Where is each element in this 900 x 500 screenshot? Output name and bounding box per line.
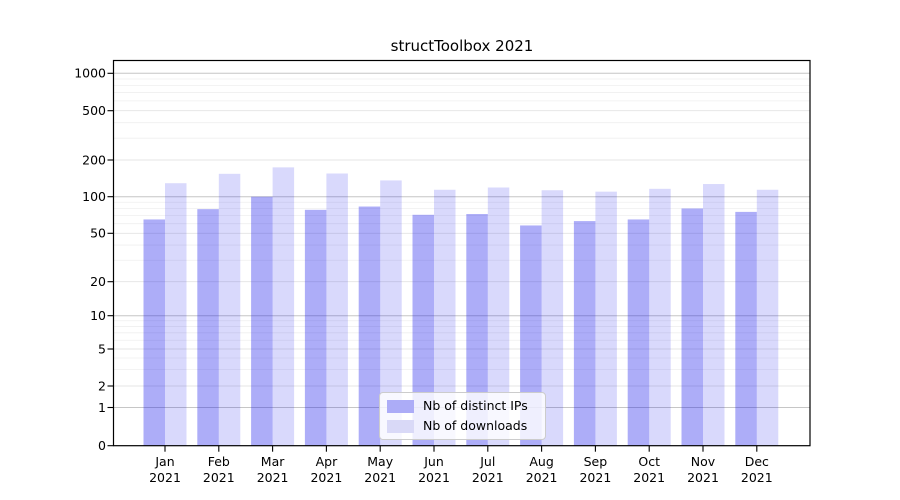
x-tick-label-month-aug: Aug xyxy=(529,454,553,469)
bar-downloads-jan xyxy=(165,183,187,446)
bar-downloads-oct xyxy=(649,188,671,446)
chart-title: structToolbox 2021 xyxy=(391,37,534,55)
bar-distinct-ips-jun xyxy=(412,214,434,446)
bar-downloads-may xyxy=(380,180,402,446)
x-tick-label-year-may: 2021 xyxy=(364,470,396,485)
x-tick-label-month-jul: Jul xyxy=(479,454,495,469)
bar-downloads-jul xyxy=(487,187,510,446)
y-tick-label-5: 5 xyxy=(98,341,106,356)
y-tick-label-200: 200 xyxy=(82,152,106,167)
legend-label-downloads: Nb of downloads xyxy=(423,418,528,433)
x-tick-label-year-apr: 2021 xyxy=(310,470,342,485)
bar-downloads-dec xyxy=(756,189,779,446)
legend-swatch-distinct-ips xyxy=(387,399,414,413)
bar-downloads-mar xyxy=(272,167,295,446)
x-tick-label-year-mar: 2021 xyxy=(257,470,289,485)
bar-downloads-jun xyxy=(434,189,456,446)
x-tick-label-month-mar: Mar xyxy=(261,454,285,469)
x-tick-label-year-oct: 2021 xyxy=(633,470,665,485)
x-tick-label-year-jun: 2021 xyxy=(418,470,450,485)
bar-distinct-ips-mar xyxy=(251,196,273,446)
y-tick-label-1000: 1000 xyxy=(74,66,106,81)
bar-downloads-feb xyxy=(218,173,241,446)
x-tick-label-year-dec: 2021 xyxy=(741,470,773,485)
y-tick-label-100: 100 xyxy=(82,189,106,204)
bar-distinct-ips-jul xyxy=(466,214,488,446)
axes-group: 01251020501002005001000Jan2021Feb2021Mar… xyxy=(74,66,773,485)
x-tick-label-year-aug: 2021 xyxy=(526,470,558,485)
x-tick-label-year-nov: 2021 xyxy=(687,470,719,485)
x-tick-label-month-oct: Oct xyxy=(638,454,660,469)
legend-item-downloads: Nb of downloads xyxy=(387,417,537,435)
legend-swatch-downloads xyxy=(387,419,414,433)
bar-downloads-apr xyxy=(326,173,348,446)
y-tick-label-50: 50 xyxy=(90,226,106,241)
bar-distinct-ips-nov xyxy=(681,208,703,446)
bar-downloads-nov xyxy=(703,184,725,446)
bars-group xyxy=(143,167,779,446)
x-tick-label-month-may: May xyxy=(367,454,393,469)
x-tick-label-month-jun: Jun xyxy=(423,454,444,469)
x-tick-label-month-jan: Jan xyxy=(154,454,174,469)
x-tick-label-month-sep: Sep xyxy=(584,454,608,469)
bar-distinct-ips-aug xyxy=(520,225,542,446)
bar-downloads-sep xyxy=(595,191,617,446)
bar-distinct-ips-feb xyxy=(197,209,219,446)
x-tick-label-year-jul: 2021 xyxy=(472,470,504,485)
bar-downloads-aug xyxy=(541,190,564,446)
bar-distinct-ips-may xyxy=(358,206,381,446)
legend: Nb of distinct IPs Nb of downloads xyxy=(379,392,546,440)
legend-label-distinct-ips: Nb of distinct IPs xyxy=(423,398,528,413)
x-tick-label-year-feb: 2021 xyxy=(203,470,235,485)
bar-distinct-ips-jan xyxy=(143,219,165,446)
x-tick-label-month-feb: Feb xyxy=(208,454,230,469)
y-tick-label-10: 10 xyxy=(90,308,106,323)
x-tick-label-month-apr: Apr xyxy=(316,454,338,469)
y-tick-label-500: 500 xyxy=(82,103,106,118)
legend-item-distinct-ips: Nb of distinct IPs xyxy=(387,397,537,415)
plot-border xyxy=(112,59,811,447)
x-tick-label-month-nov: Nov xyxy=(691,454,716,469)
y-tick-label-20: 20 xyxy=(90,274,106,289)
bar-distinct-ips-oct xyxy=(627,219,650,446)
x-tick-label-month-dec: Dec xyxy=(745,454,769,469)
y-tick-label-0: 0 xyxy=(98,438,106,453)
x-tick-label-year-jan: 2021 xyxy=(149,470,181,485)
bar-distinct-ips-apr xyxy=(304,209,327,446)
y-tick-label-1: 1 xyxy=(98,400,106,415)
bar-distinct-ips-dec xyxy=(735,211,757,446)
bar-distinct-ips-sep xyxy=(573,221,596,446)
y-tick-label-2: 2 xyxy=(98,378,106,393)
x-tick-label-year-sep: 2021 xyxy=(579,470,611,485)
